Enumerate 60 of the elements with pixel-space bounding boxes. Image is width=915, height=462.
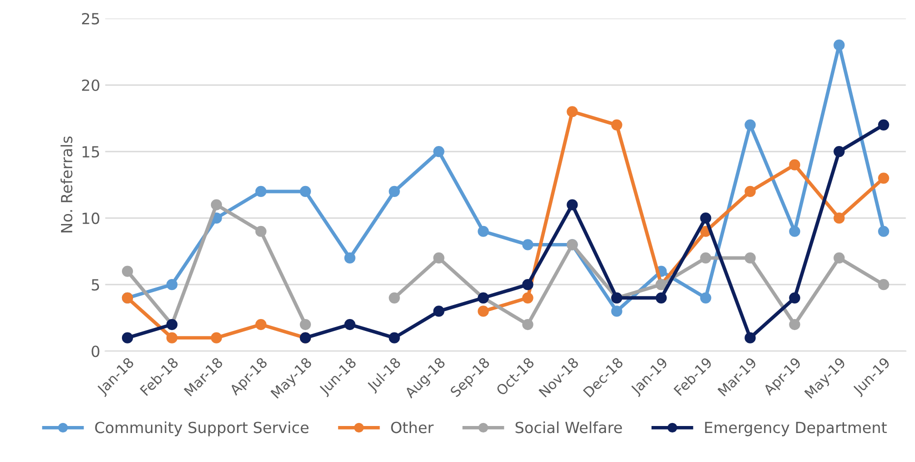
point	[789, 318, 800, 330]
point	[611, 306, 622, 317]
point	[656, 292, 667, 304]
point	[522, 279, 534, 290]
y-tick-label: 10	[82, 212, 100, 224]
point	[522, 318, 534, 330]
point	[478, 226, 489, 237]
point	[878, 119, 890, 130]
y-tick-label: 15	[82, 146, 100, 158]
point	[433, 306, 444, 317]
legend-label: Social Welfare	[516, 421, 622, 434]
point	[300, 318, 311, 330]
point	[122, 266, 134, 277]
point	[878, 172, 890, 184]
y-tick-label: 25	[82, 12, 100, 24]
point	[744, 119, 756, 130]
point	[166, 279, 178, 290]
point	[566, 106, 578, 118]
point	[834, 212, 845, 224]
point	[744, 186, 756, 198]
point	[522, 239, 534, 250]
point	[255, 318, 266, 330]
point	[789, 159, 800, 170]
point	[300, 186, 311, 198]
point	[566, 199, 578, 210]
point	[210, 199, 222, 210]
point	[255, 226, 266, 237]
point	[344, 318, 356, 330]
point	[210, 332, 222, 344]
point	[744, 252, 756, 264]
point	[834, 146, 845, 158]
point	[878, 226, 890, 237]
point	[789, 226, 800, 237]
point	[478, 306, 489, 317]
point	[834, 40, 845, 51]
point	[834, 252, 845, 264]
y-tick-label: 5	[92, 279, 100, 291]
point	[611, 119, 622, 130]
point	[344, 252, 356, 264]
point	[433, 252, 444, 264]
point	[878, 279, 890, 290]
point	[166, 332, 178, 344]
point	[388, 292, 400, 304]
point	[522, 292, 534, 304]
point	[433, 146, 444, 158]
point	[700, 292, 712, 304]
point	[700, 252, 712, 264]
legend-label: Emergency Department	[705, 422, 887, 436]
point	[122, 332, 134, 344]
point	[789, 292, 800, 304]
point	[744, 332, 756, 344]
point	[388, 332, 400, 344]
point	[700, 212, 712, 224]
y-tick-label: 20	[82, 79, 100, 92]
point	[388, 186, 400, 198]
legend-label: Other	[391, 421, 434, 434]
y-tick-label: 0	[92, 346, 100, 358]
legend-label: Community Support Service	[95, 421, 308, 436]
point	[255, 186, 266, 198]
y-axis-title: No. Referrals	[60, 136, 72, 232]
